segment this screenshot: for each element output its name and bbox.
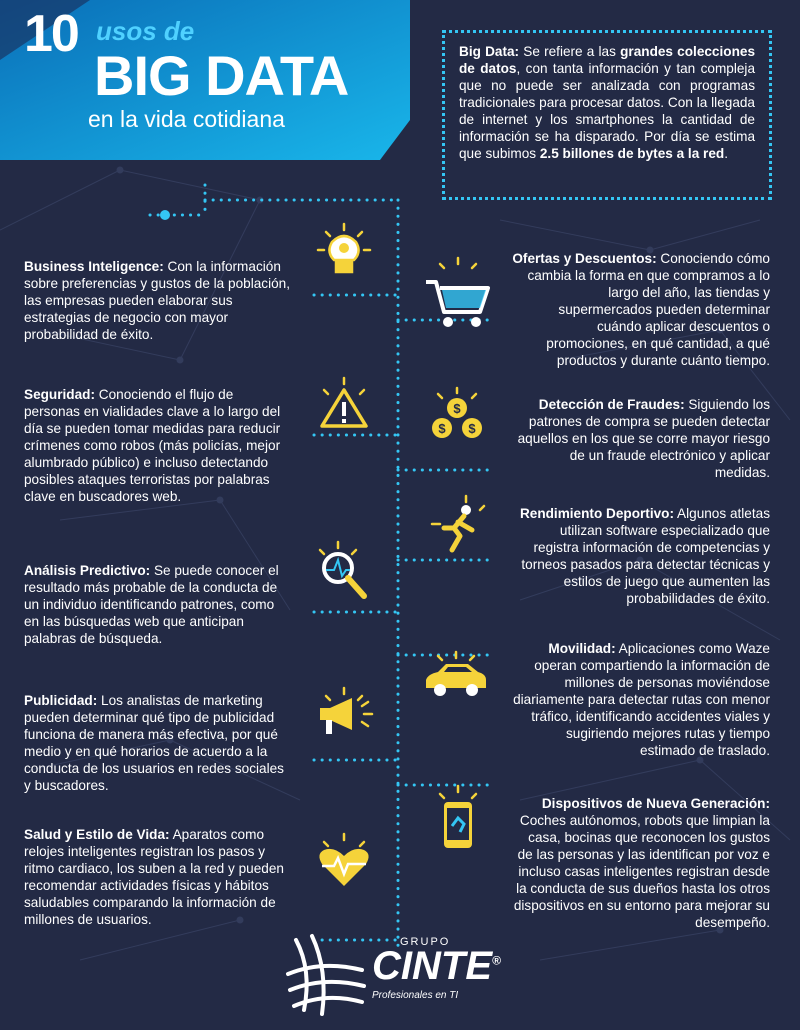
- coins-icon: $ $ $: [432, 386, 482, 438]
- item-title: Ofertas y Descuentos:: [512, 251, 657, 266]
- magnifier-icon: [318, 540, 367, 599]
- logo-grupo: GRUPO: [400, 936, 451, 948]
- item-title: Análisis Predictivo:: [24, 563, 151, 578]
- item-text: Aparatos como relojes inteligentes regis…: [24, 827, 284, 927]
- item-movilidad: Movilidad: Aplicaciones como Waze operan…: [512, 640, 770, 759]
- item-deportivo: Rendimiento Deportivo: Algunos atletas u…: [512, 505, 770, 607]
- item-title: Movilidad:: [548, 641, 616, 656]
- item-text: Conociendo el flujo de personas en viali…: [24, 387, 281, 504]
- item-seguridad: Seguridad: Conociendo el flujo de person…: [24, 386, 292, 505]
- item-title: Rendimiento Deportivo:: [519, 506, 675, 521]
- intro-text-2: , con tanta información y tan compleja q…: [459, 61, 755, 161]
- item-text: Los analistas de marketing pueden determ…: [24, 693, 284, 793]
- car-icon: [426, 650, 486, 696]
- item-title: Seguridad:: [24, 387, 95, 402]
- item-publicidad: Publicidad: Los analistas de marketing p…: [24, 692, 292, 794]
- svg-text:$: $: [468, 421, 476, 436]
- item-text: Algunos atletas utilizan software especi…: [521, 506, 770, 606]
- svg-text:$: $: [453, 401, 461, 416]
- item-title: Business Inteligence:: [24, 259, 164, 274]
- item-dispositivos: Dispositivos de Nueva Generación: Coches…: [512, 795, 770, 931]
- logo-registered: ®: [492, 953, 501, 968]
- logo-tagline: Profesionales en TI: [372, 990, 459, 1001]
- logo-name-text: CINTE: [372, 944, 492, 988]
- title-number: 10: [24, 5, 80, 63]
- item-title: Publicidad:: [24, 693, 98, 708]
- intro-bold-1: grandes colecciones de datos: [459, 44, 756, 76]
- item-fraudes: Detección de Fraudes: Siguiendo los patr…: [512, 396, 770, 481]
- title-usos: usos de: [96, 16, 195, 46]
- smartphone-icon: [438, 784, 478, 848]
- item-text: Con la información sobre preferencias y …: [24, 259, 290, 342]
- intro-text-3: .: [724, 146, 728, 161]
- item-ofertas: Ofertas y Descuentos: Conociendo cómo ca…: [512, 250, 770, 369]
- warning-icon: [320, 376, 368, 428]
- lightbulb-icon: [316, 222, 372, 274]
- intro-box: Big Data: Se refiere a las grandes colec…: [442, 30, 772, 200]
- item-title: Salud y Estilo de Vida:: [24, 827, 170, 842]
- item-text: Coches autónomos, robots que limpian la …: [513, 813, 770, 930]
- megaphone-icon: [320, 686, 374, 734]
- header-banner: [0, 0, 410, 160]
- title-subtitle: en la vida cotidiana: [88, 106, 285, 132]
- logo-name: CINTE®: [372, 946, 501, 986]
- shopping-cart-icon: [426, 256, 490, 327]
- item-title: Detección de Fraudes:: [538, 397, 685, 412]
- item-text: Conociendo cómo cambia la forma en que c…: [527, 251, 770, 368]
- cinte-logo-mark: [286, 934, 366, 1016]
- item-analisis-predictivo: Análisis Predictivo: Se puede conocer el…: [24, 562, 292, 647]
- runner-icon: [430, 494, 486, 553]
- item-text: Se puede conocer el resultado más probab…: [24, 563, 279, 646]
- item-text: Siguiendo los patrones de compra se pued…: [517, 397, 770, 480]
- title-big-data: BIG DATA: [94, 44, 349, 107]
- svg-text:$: $: [438, 421, 446, 436]
- item-title: Dispositivos de Nueva Generación:: [541, 796, 770, 811]
- item-text: Aplicaciones como Waze operan compartien…: [513, 641, 770, 758]
- intro-text-1: Se refiere a las: [519, 44, 621, 59]
- item-salud: Salud y Estilo de Vida: Aparatos como re…: [24, 826, 292, 928]
- intro-bold-2: 2.5 billones de bytes a la red: [539, 146, 725, 161]
- heart-pulse-icon: [319, 832, 369, 886]
- item-business-intelligence: Business Inteligence: Con la información…: [24, 258, 292, 343]
- intro-term: Big Data:: [459, 44, 520, 59]
